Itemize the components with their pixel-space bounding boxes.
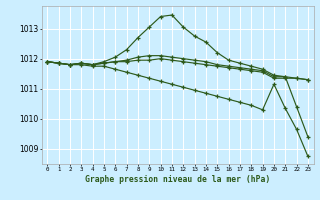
X-axis label: Graphe pression niveau de la mer (hPa): Graphe pression niveau de la mer (hPa) [85, 175, 270, 184]
